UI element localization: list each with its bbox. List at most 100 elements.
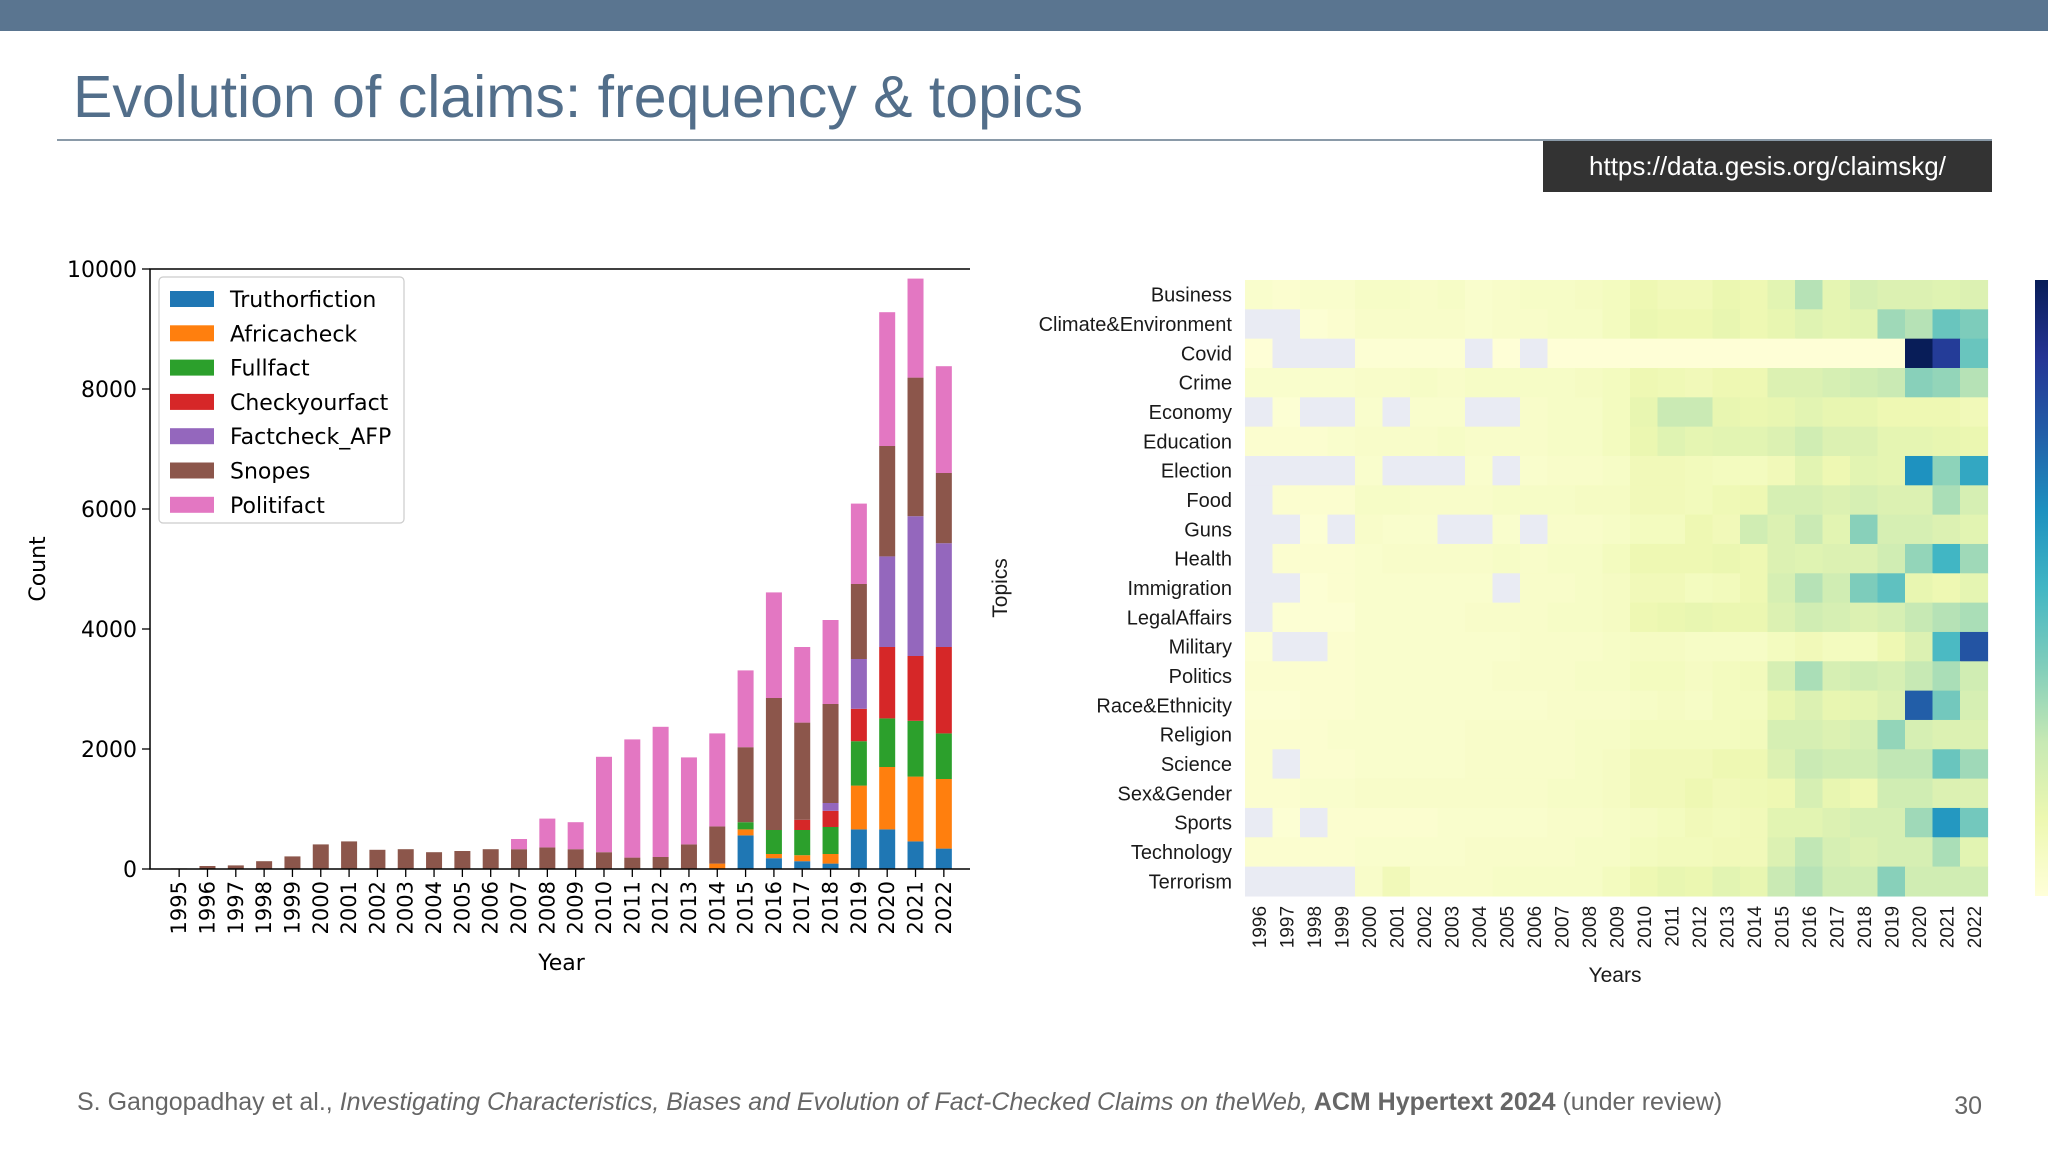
- heatmap-cell-climate&environment-2020: [1905, 309, 1934, 340]
- heatmap-cell-politics-2001: [1382, 661, 1411, 692]
- heatmap-cell-military-2007: [1547, 631, 1576, 662]
- heatmap-cell-race&ethnicity-1997: [1272, 690, 1301, 721]
- heatmap-cell-technology-2019: [1877, 837, 1906, 868]
- heatmap-cell-sex&gender-2009: [1602, 778, 1631, 809]
- legend-swatch-snopes: [170, 462, 214, 479]
- url-badge[interactable]: https://data.gesis.org/claimskg/: [1543, 141, 1992, 192]
- heatmap-cell-technology-2009: [1602, 837, 1631, 868]
- heatmap-cell-technology-2000: [1355, 837, 1384, 868]
- heatmap-cell-science-2009: [1602, 749, 1631, 780]
- heatmap-cell-education-2002: [1410, 426, 1439, 457]
- heatmap-cell-terrorism-2014: [1740, 866, 1769, 897]
- heatmap-cell-education-1996: [1245, 426, 1274, 457]
- heatmap-cell-sex&gender-2006: [1520, 778, 1549, 809]
- heatmap-cell-covid-2005: [1492, 338, 1521, 369]
- heatmap-cell-sports-1996: [1245, 807, 1274, 838]
- heatmap-cell-sex&gender-2011: [1657, 778, 1686, 809]
- heatmap-cell-military-2017: [1822, 631, 1851, 662]
- heatmap-cell-race&ethnicity-2015: [1767, 690, 1796, 721]
- heatmap-cell-covid-2019: [1877, 338, 1906, 369]
- bar-2002-snopes: [369, 849, 386, 869]
- heatmap-cell-science-2020: [1905, 749, 1934, 780]
- heatmap-cell-sex&gender-2020: [1905, 778, 1934, 809]
- heatmap-cell-covid-2009: [1602, 338, 1631, 369]
- heatmap-cell-crime-2002: [1410, 367, 1439, 398]
- year-label: 2020: [1910, 906, 1931, 948]
- heatmap-cell-economy-2016: [1795, 397, 1824, 428]
- heatmap-cell-business-2015: [1767, 280, 1796, 310]
- heatmap-cell-food-2012: [1685, 485, 1714, 516]
- heatmap-cell-food-2013: [1712, 485, 1741, 516]
- heatmap-cell-business-2006: [1520, 280, 1549, 310]
- bar-2010-snopes: [595, 852, 612, 869]
- heatmap-cell-technology-2003: [1437, 837, 1466, 868]
- heatmap-cell-health-2002: [1410, 543, 1439, 574]
- bar-2011-politifact: [624, 739, 641, 858]
- heatmap-cell-science-2007: [1547, 749, 1576, 780]
- x-tick-label: 2019: [847, 881, 871, 934]
- heatmap-cell-race&ethnicity-2000: [1355, 690, 1384, 721]
- heatmap-cell-business-2020: [1905, 280, 1934, 310]
- heatmap-cell-education-1999: [1327, 426, 1356, 457]
- heatmap-cell-guns-2015: [1767, 514, 1796, 545]
- heatmap-cell-crime-1996: [1245, 367, 1274, 398]
- heatmap-cell-race&ethnicity-2020: [1905, 690, 1934, 721]
- heatmap-cell-legalaffairs-2007: [1547, 602, 1576, 633]
- heatmap-cell-sports-2017: [1822, 807, 1851, 838]
- heatmap-cell-health-2019: [1877, 543, 1906, 574]
- heatmap-cell-race&ethnicity-2022: [1960, 690, 1989, 721]
- heatmap-cell-race&ethnicity-2018: [1850, 690, 1879, 721]
- heatmap-cell-health-1998: [1300, 543, 1329, 574]
- bar-2011-snopes: [624, 857, 641, 869]
- heatmap-cell-religion-2003: [1437, 719, 1466, 750]
- heatmap-cell-election-2007: [1547, 455, 1576, 486]
- heatmap-cell-military-2010: [1630, 631, 1659, 662]
- bar-2015-politifact: [737, 670, 754, 748]
- bar-2003-snopes: [397, 849, 414, 869]
- bar-2019-politifact: [850, 503, 867, 584]
- heatmap-cell-military-2009: [1602, 631, 1631, 662]
- heatmap-cell-election-2011: [1657, 455, 1686, 486]
- heatmap-cell-technology-2022: [1960, 837, 1989, 868]
- heatmap-cell-climate&environment-2019: [1877, 309, 1906, 340]
- heatmap-cell-education-2022: [1960, 426, 1989, 457]
- heatmap-cell-politics-2015: [1767, 661, 1796, 692]
- heatmap-cell-religion-2012: [1685, 719, 1714, 750]
- heatmap-cell-terrorism-1996: [1245, 866, 1274, 897]
- heatmap-cell-crime-2022: [1960, 367, 1989, 398]
- heatmap-cell-covid-1997: [1272, 338, 1301, 369]
- heatmap-cell-food-2019: [1877, 485, 1906, 516]
- bar-2020-politifact: [879, 312, 896, 446]
- heatmap-cell-military-1999: [1327, 631, 1356, 662]
- bar-2021-snopes: [907, 377, 924, 517]
- heatmap-cell-legalaffairs-2022: [1960, 602, 1989, 633]
- heatmap-cell-business-2021: [1932, 280, 1961, 310]
- heatmap-cell-religion-2007: [1547, 719, 1576, 750]
- heatmap-cell-technology-2001: [1382, 837, 1411, 868]
- x-tick-label: 2003: [394, 881, 418, 934]
- heatmap-cell-terrorism-2008: [1575, 866, 1604, 897]
- heatmap-cell-business-2014: [1740, 280, 1769, 310]
- heatmap-cell-race&ethnicity-2001: [1382, 690, 1411, 721]
- heatmap-cell-climate&environment-2014: [1740, 309, 1769, 340]
- heatmap-cell-politics-2017: [1822, 661, 1851, 692]
- year-label: 2015: [1772, 906, 1793, 948]
- heatmap-cell-politics-2011: [1657, 661, 1686, 692]
- bar-2014-politifact: [709, 733, 726, 827]
- year-label: 2007: [1552, 906, 1573, 948]
- heatmap-cell-technology-2017: [1822, 837, 1851, 868]
- heatmap-cell-legalaffairs-2000: [1355, 602, 1384, 633]
- heatmap-cell-sex&gender-2018: [1850, 778, 1879, 809]
- heatmap-cell-science-2021: [1932, 749, 1961, 780]
- heatmap-cell-education-2020: [1905, 426, 1934, 457]
- heatmap-cell-economy-2014: [1740, 397, 1769, 428]
- heatmap-cell-economy-1997: [1272, 397, 1301, 428]
- heatmap-cell-health-2006: [1520, 543, 1549, 574]
- series-checkyourfact: [794, 647, 952, 830]
- heatmap-cell-climate&environment-2011: [1657, 309, 1686, 340]
- heatmap-cell-climate&environment-2018: [1850, 309, 1879, 340]
- heatmap-cell-technology-2004: [1465, 837, 1494, 868]
- year-label: 2018: [1855, 906, 1876, 948]
- bar-2019-fullfact: [850, 741, 867, 786]
- heatmap-cell-immigration-2015: [1767, 573, 1796, 604]
